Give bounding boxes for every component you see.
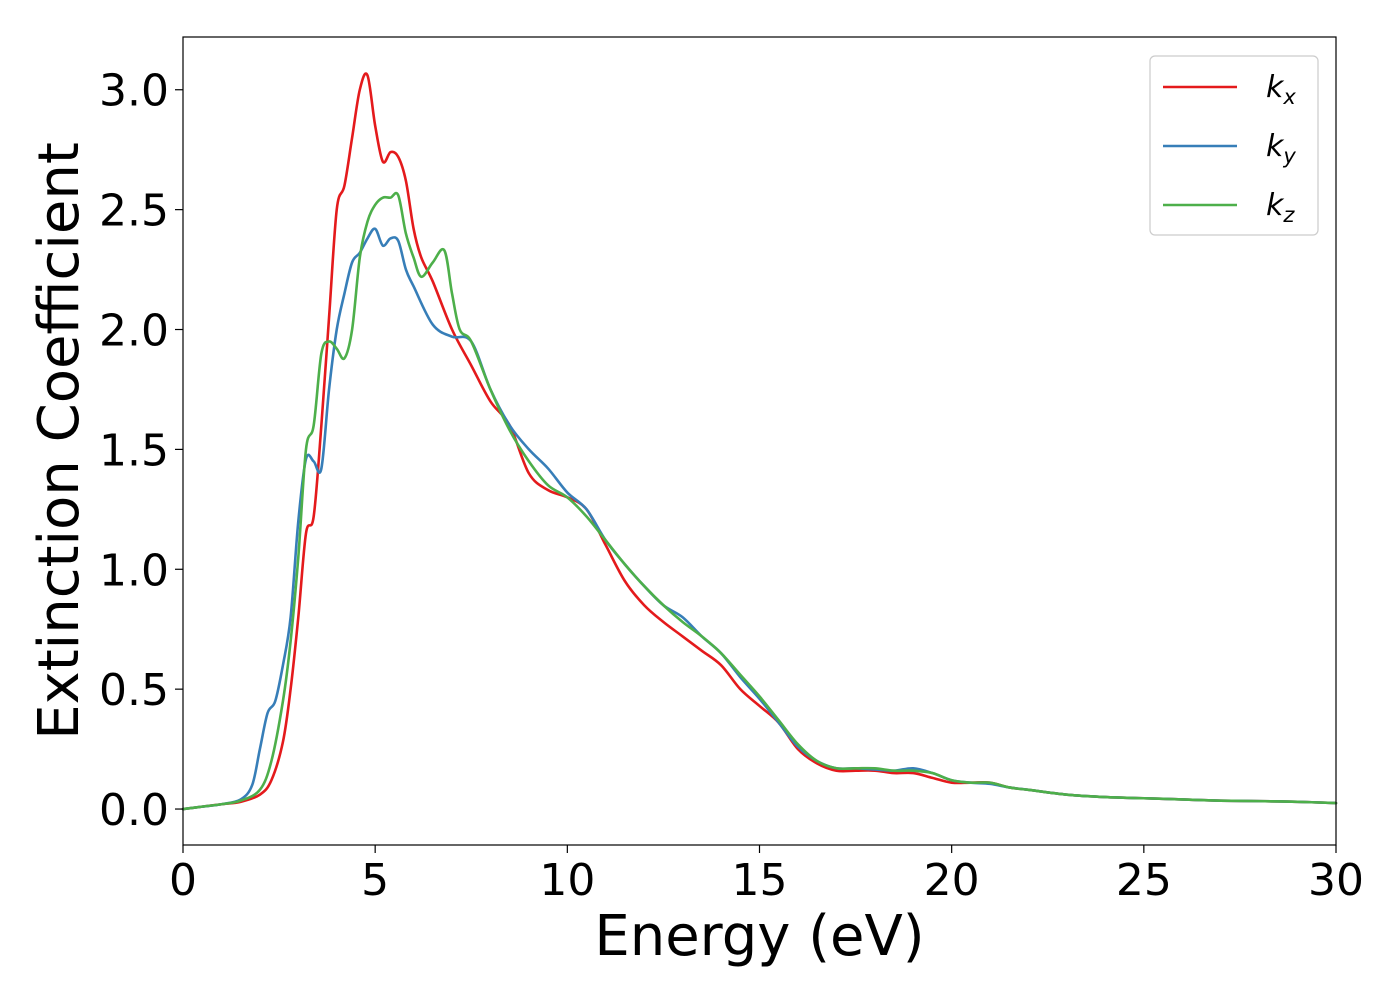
x-tick-label: 20 — [924, 855, 980, 906]
legend-label-z: kz — [1266, 188, 1295, 227]
x-tick-label: 25 — [1116, 855, 1172, 906]
y-tick-label: 2.5 — [99, 186, 169, 237]
x-tick-label: 30 — [1308, 855, 1364, 906]
legend-items: kx ky kz — [1163, 70, 1296, 227]
legend-label-y: ky — [1266, 129, 1296, 168]
x-ticks: 0 5 10 15 20 25 30 — [169, 845, 1364, 906]
y-tick-label: 2.0 — [99, 306, 169, 357]
x-tick-label: 15 — [732, 855, 788, 906]
y-tick-label: 1.0 — [99, 545, 169, 596]
y-ticks: 0.0 0.5 1.0 1.5 2.0 2.5 3.0 — [99, 66, 183, 836]
x-axis-title: Energy (eV) — [594, 904, 924, 969]
y-tick-label: 0.0 — [99, 785, 169, 836]
series-layer — [181, 72, 1338, 811]
legend-label-x: kx — [1266, 70, 1296, 109]
series-line-y — [181, 227, 1338, 811]
y-tick-label: 1.5 — [99, 425, 169, 476]
y-tick-label: 0.5 — [99, 665, 169, 716]
y-tick-label: 3.0 — [99, 66, 169, 117]
legend: kx ky kz — [1149, 55, 1319, 236]
x-tick-label: 10 — [539, 855, 595, 906]
y-axis-title: Extinction Coefficient — [27, 142, 92, 740]
x-tick-label: 0 — [169, 855, 197, 906]
x-tick-label: 5 — [361, 855, 389, 906]
series-line-z — [181, 191, 1338, 811]
